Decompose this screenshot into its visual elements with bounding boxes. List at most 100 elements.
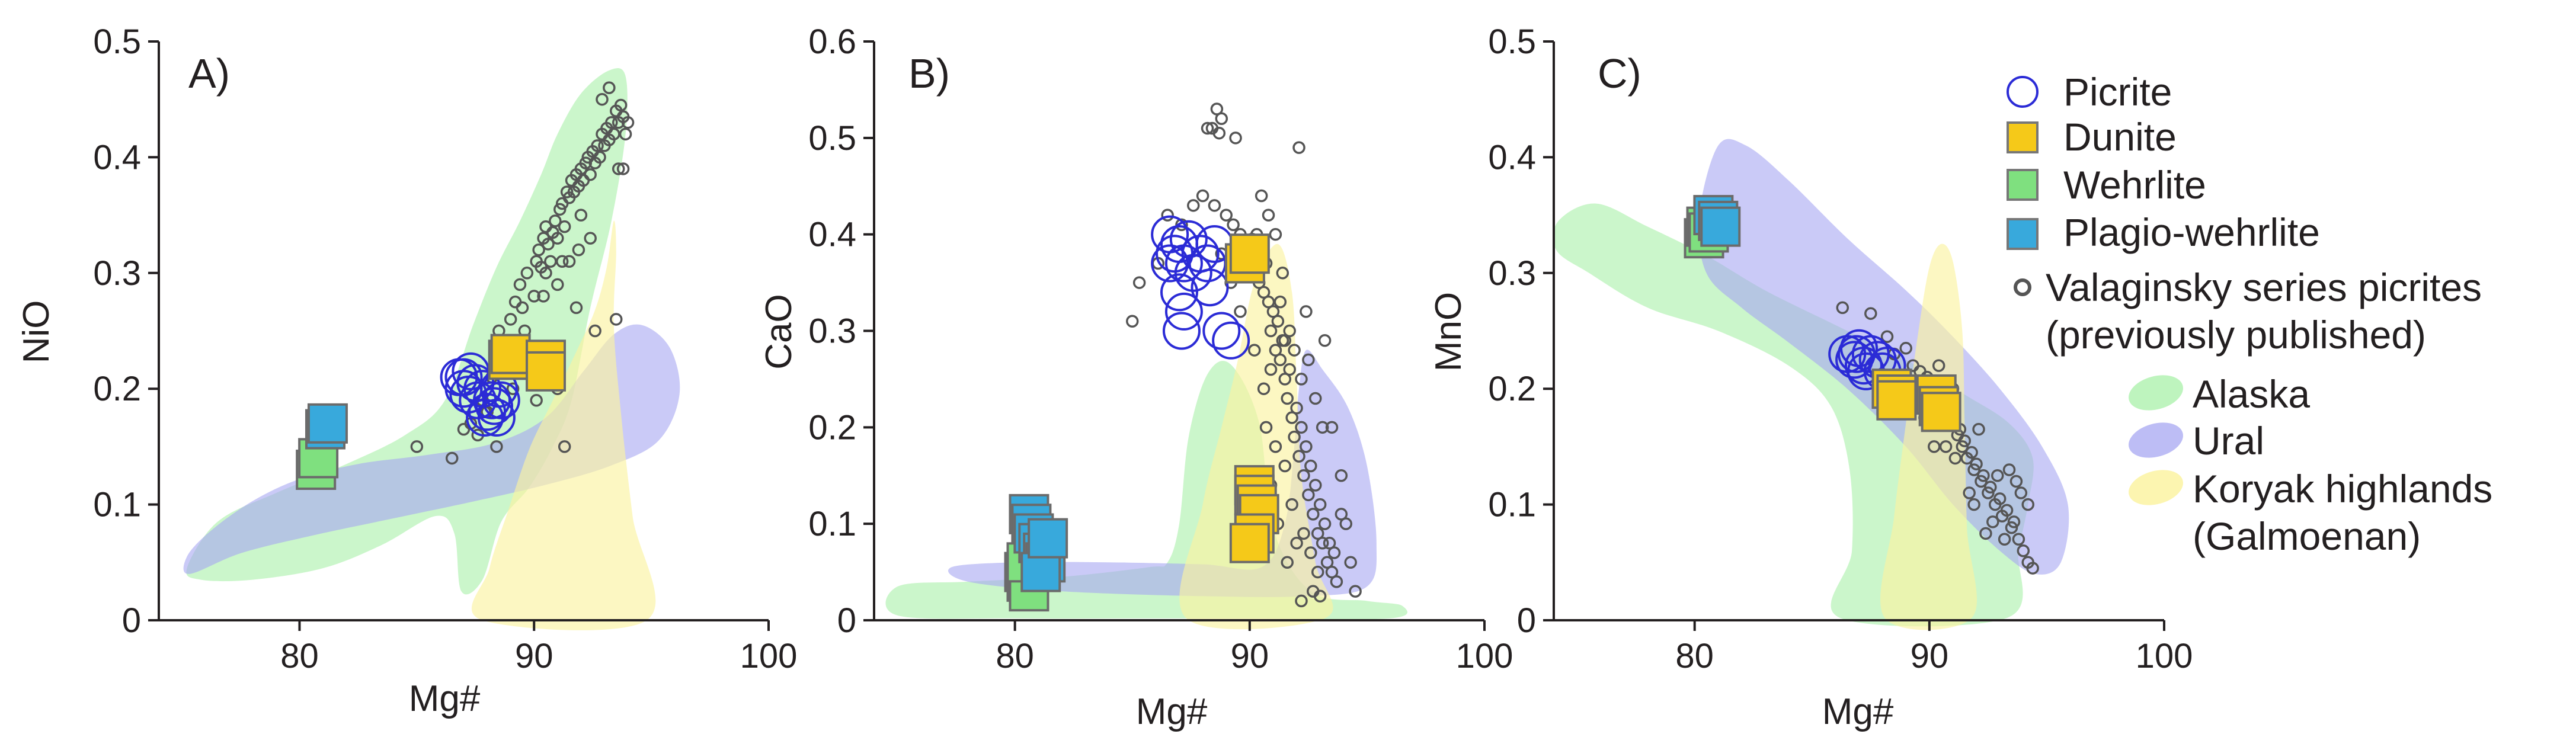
valaginsky-point [520, 267, 534, 280]
panel-a-picrite-points [440, 352, 520, 437]
valaginsky-point [616, 162, 630, 175]
valaginsky-point [549, 214, 562, 227]
valaginsky-point [1975, 475, 1988, 488]
panel-c-x-axis-title: Mg# [1822, 691, 1894, 732]
valaginsky-point [1325, 421, 1339, 434]
valaginsky-point [605, 116, 618, 129]
valaginsky-point [1264, 324, 1278, 338]
legend-koryak-label-line1: Koryak highlands [2193, 467, 2492, 511]
valaginsky-point [1229, 132, 1242, 145]
valaginsky-point [1880, 330, 1894, 344]
legend-valaginsky-label-line1: Valaginsky series picrites [2046, 265, 2482, 309]
picrite-point [1164, 292, 1203, 331]
valaginsky-point [1932, 359, 1945, 372]
valaginsky-point [596, 92, 609, 106]
valaginsky-point [2009, 475, 2023, 488]
valaginsky-point [1187, 199, 1200, 212]
valaginsky-point [1126, 315, 1139, 328]
y-tick-label: 0.6 [808, 23, 856, 61]
valaginsky-point [490, 440, 503, 453]
valaginsky-point [1292, 141, 1305, 154]
valaginsky-point [558, 220, 571, 233]
valaginsky-point [1259, 421, 1273, 434]
x-tick-label: 100 [1456, 637, 1513, 675]
valaginsky-point [1269, 227, 1282, 241]
valaginsky-point [1220, 209, 1233, 222]
valaginsky-point [1281, 392, 1294, 405]
panel-b-y-axis-title: CaO [759, 294, 799, 369]
legend-wehrlite-marker [2007, 169, 2039, 201]
valaginsky-point [1196, 189, 1209, 203]
picrite-point [1160, 273, 1198, 312]
legend: Picrite Dunite Wehrlite Plagio-wehrlite … [2007, 70, 2492, 558]
panel-a-fields [183, 68, 680, 630]
valaginsky-point [1982, 486, 1995, 499]
y-tick-label: 0.4 [808, 216, 856, 254]
valaginsky-point [1309, 392, 1322, 405]
valaginsky-point [530, 393, 543, 407]
panel-a-x-axis-title: Mg# [409, 678, 481, 719]
valaginsky-point [2005, 521, 2018, 534]
valaginsky-point [1993, 492, 2007, 505]
dunite-point [1229, 233, 1270, 274]
valaginsky-point [1335, 508, 1348, 521]
valaginsky-point [584, 232, 597, 245]
valaginsky-point [553, 203, 567, 216]
picrite-point [475, 387, 513, 425]
valaginsky-point [1234, 305, 1247, 318]
valaginsky-point [1963, 486, 1976, 499]
valaginsky-point [527, 290, 540, 303]
valaginsky-point [410, 440, 424, 453]
legend-alaska-swatch [2129, 375, 2183, 411]
valaginsky-point [1262, 295, 1275, 309]
picrite-point [1212, 321, 1250, 360]
legend-wehrlite-label: Wehrlite [2063, 163, 2206, 207]
valaginsky-point [1316, 536, 1329, 550]
valaginsky-point [1972, 422, 1985, 436]
valaginsky-point [1304, 546, 1317, 559]
valaginsky-point [1269, 344, 1282, 357]
valaginsky-point [579, 156, 593, 169]
picrite-point [1838, 335, 1876, 373]
valaginsky-point [1300, 305, 1313, 318]
valaginsky-point [1278, 373, 1292, 386]
dunite-point [1229, 523, 1270, 563]
valaginsky-point [1899, 342, 1912, 355]
picrite-point [444, 358, 483, 396]
valaginsky-point [1958, 434, 1972, 447]
panel-b: 0 0.1 0.2 0.3 0.4 0.5 0.6 80 90 100 B) Mg# CaO [759, 23, 1513, 732]
valaginsky-point [1295, 594, 1308, 608]
valaginsky-point [1939, 440, 1953, 453]
valaginsky-point [516, 301, 529, 315]
panel-c-y-axis-title: MnO [1428, 292, 1469, 371]
valaginsky-point [1269, 440, 1282, 453]
y-tick-label: 0.3 [1488, 254, 1536, 293]
picrite-point [482, 381, 520, 419]
valaginsky-point [562, 255, 576, 268]
panel-b-valaginsky-points [1126, 102, 1362, 608]
dunite-point [1921, 392, 1961, 432]
valaginsky-point [1271, 315, 1285, 328]
valaginsky-point [603, 81, 616, 94]
valaginsky-point [1948, 451, 1962, 465]
valaginsky-point [1302, 488, 1315, 502]
valaginsky-point [1278, 334, 1292, 347]
x-tick-label: 100 [740, 637, 798, 675]
legend-koryak-label-line2: (Galmoenan) [2193, 514, 2421, 558]
legend-plagio-wehrlite-label: Plagio-wehrlite [2063, 210, 2320, 254]
valaginsky-point [588, 324, 601, 338]
y-tick-label: 0.5 [93, 23, 141, 61]
plagio-wehrlite-point [1028, 518, 1068, 559]
valaginsky-point [1295, 373, 1308, 386]
valaginsky-point [574, 209, 588, 222]
valaginsky-point [1283, 324, 1296, 338]
valaginsky-point [551, 278, 564, 291]
plagio-wehrlite-point [1700, 206, 1741, 247]
valaginsky-point [619, 127, 632, 141]
valaginsky-point [1986, 515, 1999, 528]
valaginsky-point [1307, 508, 1320, 521]
valaginsky-point [572, 243, 585, 257]
legend-valaginsky-marker [2014, 278, 2031, 296]
valaginsky-point [1309, 479, 1322, 492]
valaginsky-point [2012, 533, 2025, 546]
